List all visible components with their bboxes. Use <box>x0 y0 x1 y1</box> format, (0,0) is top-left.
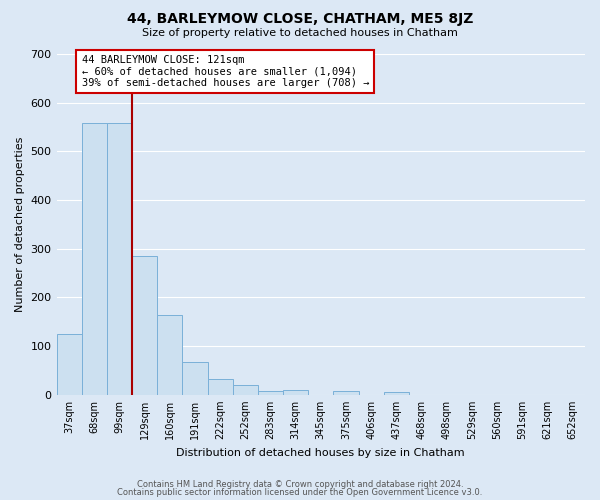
Y-axis label: Number of detached properties: Number of detached properties <box>15 136 25 312</box>
Bar <box>157 316 182 395</box>
Bar <box>208 378 233 395</box>
Bar <box>383 392 409 395</box>
Text: 44 BARLEYMOW CLOSE: 121sqm
← 60% of detached houses are smaller (1,094)
39% of s: 44 BARLEYMOW CLOSE: 121sqm ← 60% of deta… <box>82 55 369 88</box>
Bar <box>258 391 283 395</box>
X-axis label: Distribution of detached houses by size in Chatham: Distribution of detached houses by size … <box>176 448 465 458</box>
Bar <box>132 256 157 395</box>
Bar <box>233 385 258 395</box>
Text: Size of property relative to detached houses in Chatham: Size of property relative to detached ho… <box>142 28 458 38</box>
Text: Contains public sector information licensed under the Open Government Licence v3: Contains public sector information licen… <box>118 488 482 497</box>
Bar <box>334 391 359 395</box>
Bar <box>182 362 208 395</box>
Bar <box>107 123 132 395</box>
Bar <box>283 390 308 395</box>
Text: Contains HM Land Registry data © Crown copyright and database right 2024.: Contains HM Land Registry data © Crown c… <box>137 480 463 489</box>
Text: 44, BARLEYMOW CLOSE, CHATHAM, ME5 8JZ: 44, BARLEYMOW CLOSE, CHATHAM, ME5 8JZ <box>127 12 473 26</box>
Bar <box>82 123 107 395</box>
Bar <box>56 334 82 395</box>
